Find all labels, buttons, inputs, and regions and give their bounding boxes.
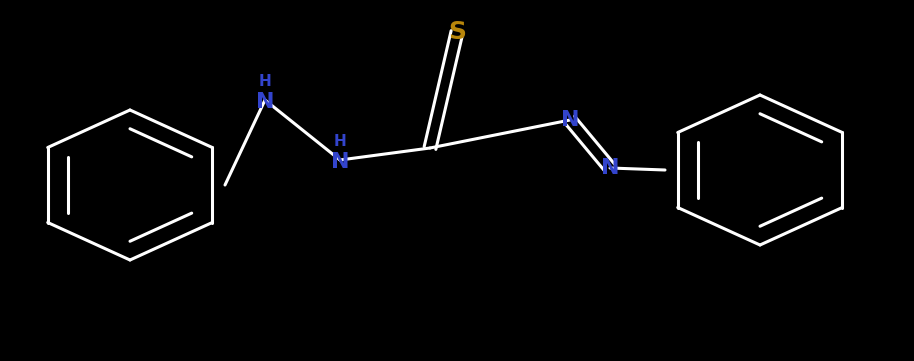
- Text: H: H: [259, 74, 271, 90]
- Text: N: N: [600, 158, 620, 178]
- Text: N: N: [331, 152, 349, 172]
- Text: S: S: [448, 20, 466, 44]
- Text: N: N: [256, 92, 274, 112]
- Text: N: N: [561, 110, 579, 130]
- Text: H: H: [334, 135, 346, 149]
